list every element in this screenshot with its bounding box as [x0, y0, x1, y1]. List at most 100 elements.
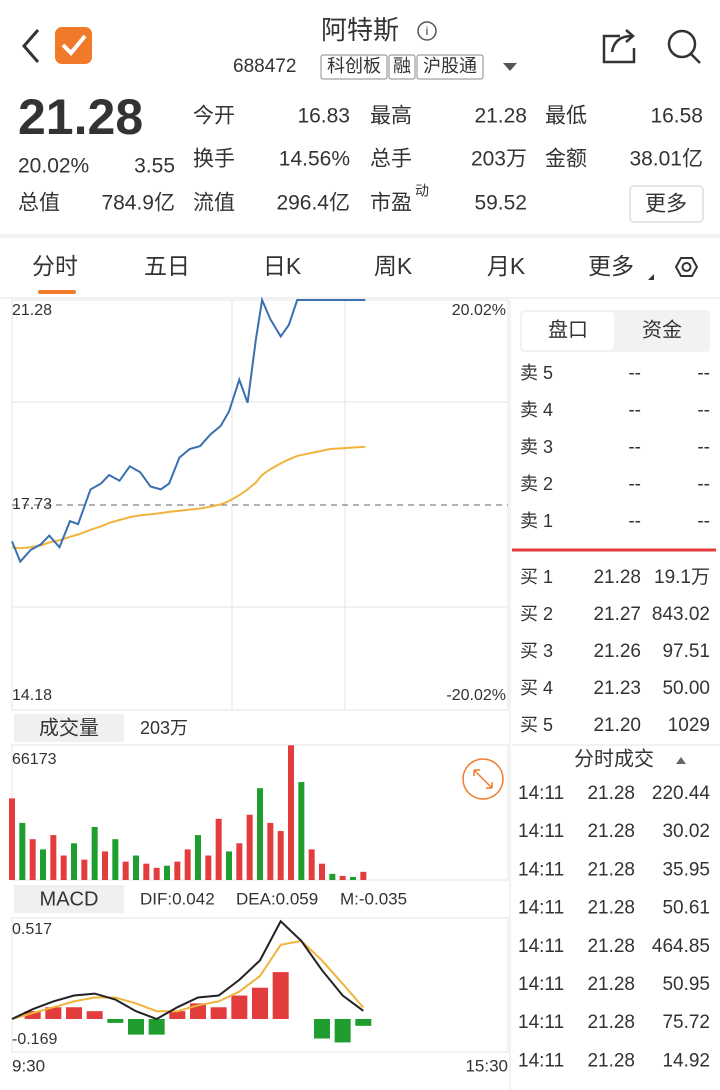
- title: 阿特斯: [321, 15, 399, 45]
- tag: 科创板: [327, 56, 381, 76]
- field-label: 最低: [545, 105, 587, 128]
- trade-price: 21.28: [587, 898, 635, 919]
- book-volume: 1029: [668, 715, 710, 736]
- book-price: 21.26: [593, 641, 641, 662]
- book-volume: 50.00: [662, 678, 710, 699]
- trade-time: 14:11: [518, 783, 564, 804]
- tab-underline: [38, 290, 76, 294]
- book-price: --: [628, 363, 641, 384]
- volume-bar: [71, 843, 77, 880]
- volume-bar: [267, 822, 274, 880]
- macd-bar: [24, 1011, 41, 1019]
- info-i: i: [426, 24, 429, 38]
- trade-price: 21.28: [587, 821, 635, 842]
- macd-bar: [45, 1007, 62, 1019]
- macd-label: MACD: [40, 888, 99, 910]
- field-value: 784.9亿: [101, 192, 175, 215]
- trade-price: 21.28: [587, 936, 635, 957]
- volume-bar: [102, 851, 108, 880]
- y-tick-label: 17.73: [12, 496, 52, 513]
- book-volume: --: [697, 511, 710, 532]
- tab[interactable]: 更多: [588, 253, 634, 279]
- field-value: 38.01亿: [629, 148, 703, 171]
- volume-bar: [215, 818, 222, 880]
- tab[interactable]: 月K: [487, 253, 526, 279]
- macd-bar: [169, 1011, 186, 1019]
- panel-tab[interactable]: 资金: [642, 318, 682, 341]
- stock-code: 688472: [233, 56, 296, 77]
- info-icon[interactable]: [417, 21, 437, 41]
- book-label: 买 1: [520, 567, 553, 587]
- volume-bar: [246, 814, 253, 880]
- field-label: 市盈: [370, 192, 412, 215]
- volume-bar: [50, 835, 57, 880]
- field-label: 最高: [370, 105, 412, 128]
- field-value: 59.52: [474, 192, 527, 215]
- trade-price: 21.28: [587, 783, 635, 804]
- macd-bar: [107, 1018, 124, 1023]
- share-icon[interactable]: [602, 29, 636, 64]
- volume-tag: [14, 714, 124, 742]
- more-corner: [648, 274, 654, 280]
- panel-tab-active[interactable]: [522, 312, 614, 350]
- volume-bar: [174, 861, 181, 880]
- book-label: 买 5: [520, 715, 553, 735]
- settings-dot: [681, 262, 692, 272]
- book-price: 21.20: [593, 715, 641, 736]
- pct-label: 20.02%: [452, 302, 506, 319]
- trade-price: 21.28: [587, 974, 635, 995]
- dropdown-icon[interactable]: [503, 63, 517, 71]
- volume-bar: [19, 822, 26, 880]
- back-button[interactable]: [22, 29, 40, 63]
- tab[interactable]: 周K: [374, 253, 413, 279]
- field-value: 16.83: [297, 105, 350, 128]
- divider: [0, 234, 720, 238]
- more-label: 更多: [645, 193, 687, 216]
- trade-volume: 220.44: [652, 783, 711, 804]
- volume-bar: [91, 826, 98, 880]
- panel-tab[interactable]: 盘口: [548, 318, 588, 341]
- volume-bar: [164, 865, 170, 880]
- volume-bar: [60, 855, 67, 880]
- macd-legend: DEA:0.059: [236, 889, 318, 908]
- macd-bar: [86, 1011, 103, 1019]
- search-icon[interactable]: [667, 29, 697, 59]
- book-volume: 97.51: [662, 641, 710, 662]
- trade-time: 14:11: [518, 1012, 564, 1033]
- macd-bar: [314, 1018, 330, 1039]
- trades-title: 分时成交: [574, 747, 654, 770]
- tab[interactable]: 日K: [263, 253, 302, 279]
- volume-bar: [122, 861, 129, 880]
- tag: 融: [393, 56, 411, 76]
- macd-frame: [11, 917, 509, 1053]
- macd-bar: [334, 1018, 351, 1043]
- trade-time: 14:11: [518, 859, 564, 880]
- book-label: 卖 4: [520, 400, 553, 420]
- field-label: 总手: [370, 148, 412, 171]
- book-volume: 843.02: [652, 604, 710, 625]
- volume-bar: [236, 843, 243, 880]
- change: 3.55: [134, 155, 175, 178]
- book-label: 卖 5: [520, 363, 553, 383]
- volume-bar: [308, 849, 315, 880]
- macd-bar: [231, 995, 248, 1019]
- book-label: 卖 1: [520, 511, 553, 531]
- trade-time: 14:11: [518, 974, 564, 995]
- watch-icon[interactable]: [55, 27, 92, 64]
- trade-price: 21.28: [587, 1012, 635, 1033]
- tab[interactable]: 分时: [32, 253, 78, 279]
- settings-icon[interactable]: [674, 257, 699, 277]
- tab[interactable]: 五日: [144, 253, 190, 279]
- more-button[interactable]: [629, 185, 704, 223]
- check: [61, 34, 87, 56]
- tag-box: [416, 54, 484, 80]
- macd-bar: [66, 1007, 82, 1019]
- volume-bar: [112, 839, 119, 880]
- book-label: 买 2: [520, 604, 553, 624]
- volume-bar: [9, 798, 15, 880]
- volume-bar: [288, 745, 294, 880]
- sort-icon[interactable]: [676, 757, 686, 764]
- volume-bar: [195, 835, 201, 880]
- macd-bar: [148, 1018, 165, 1035]
- field-value: 203万: [471, 148, 527, 171]
